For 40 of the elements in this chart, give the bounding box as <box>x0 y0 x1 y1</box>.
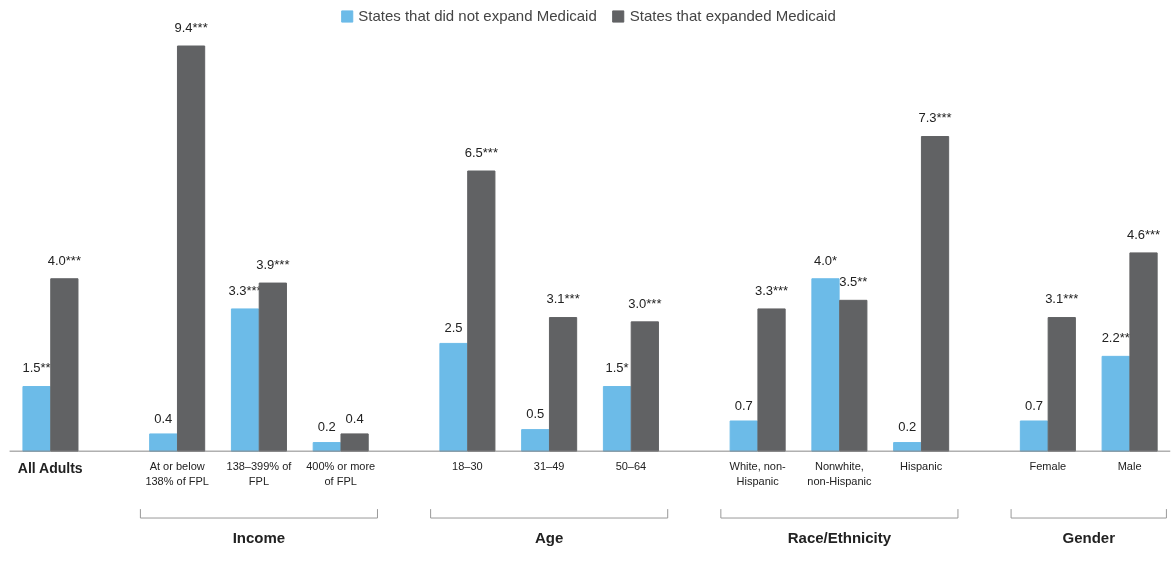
data-label: 3.3*** <box>754 282 789 298</box>
text: Income <box>232 529 286 547</box>
data-label: 4.6*** <box>1126 226 1161 242</box>
x-tick-label: White, non-Hispanic <box>729 460 787 488</box>
data-label: 3.9*** <box>256 256 290 272</box>
data-label: 4.0*** <box>47 252 81 268</box>
data-label: 0.2 <box>317 419 336 435</box>
data-label: 0.4 <box>154 410 173 426</box>
data-label: 0.4 <box>345 410 364 426</box>
data-label: 6.5*** <box>464 144 498 160</box>
data-label: 3.1*** <box>1045 291 1079 307</box>
data-label: 0.5 <box>526 406 545 422</box>
x-tick-label: All Adults <box>17 460 83 477</box>
data-label: 3.0*** <box>628 295 662 311</box>
data-label: 1.5* <box>605 360 629 376</box>
data-label: 4.0* <box>813 252 838 268</box>
data-label: 0.7 <box>1024 397 1044 413</box>
data-label: 9.4*** <box>174 19 208 35</box>
data-label: 2.2** <box>1101 330 1130 346</box>
x-tick-label: Nonwhite, non-Hispanic <box>807 460 872 488</box>
x-tick-label: 400% or more of FPL <box>306 460 376 488</box>
data-label: 7.3*** <box>918 110 952 126</box>
data-label: 2.5 <box>444 320 463 336</box>
text: Gender <box>1062 529 1116 547</box>
data-label: 0.7 <box>734 397 753 413</box>
data-label: 3.5** <box>839 274 868 290</box>
legend-label: States that expanded Medicaid <box>629 7 836 24</box>
x-tick-label: 18–30 <box>452 460 483 473</box>
data-label: 3.1*** <box>546 291 580 307</box>
text: Age <box>535 529 564 547</box>
x-tick-label: 31–49 <box>533 460 565 473</box>
x-tick-label: Male <box>1117 460 1142 473</box>
x-tick-label: Female <box>1029 460 1067 473</box>
x-tick-label: 50–64 <box>615 460 647 473</box>
x-tick-label: Hispanic <box>900 460 943 473</box>
x-tick-label: 138–399% of FPL <box>226 460 293 488</box>
text: Race/Ethnicity <box>787 529 892 547</box>
data-label: 0.2 <box>898 419 917 435</box>
legend-label: States that did not expand Medicaid <box>358 7 597 24</box>
x-tick-label: At or below 138% of FPL <box>145 460 209 488</box>
